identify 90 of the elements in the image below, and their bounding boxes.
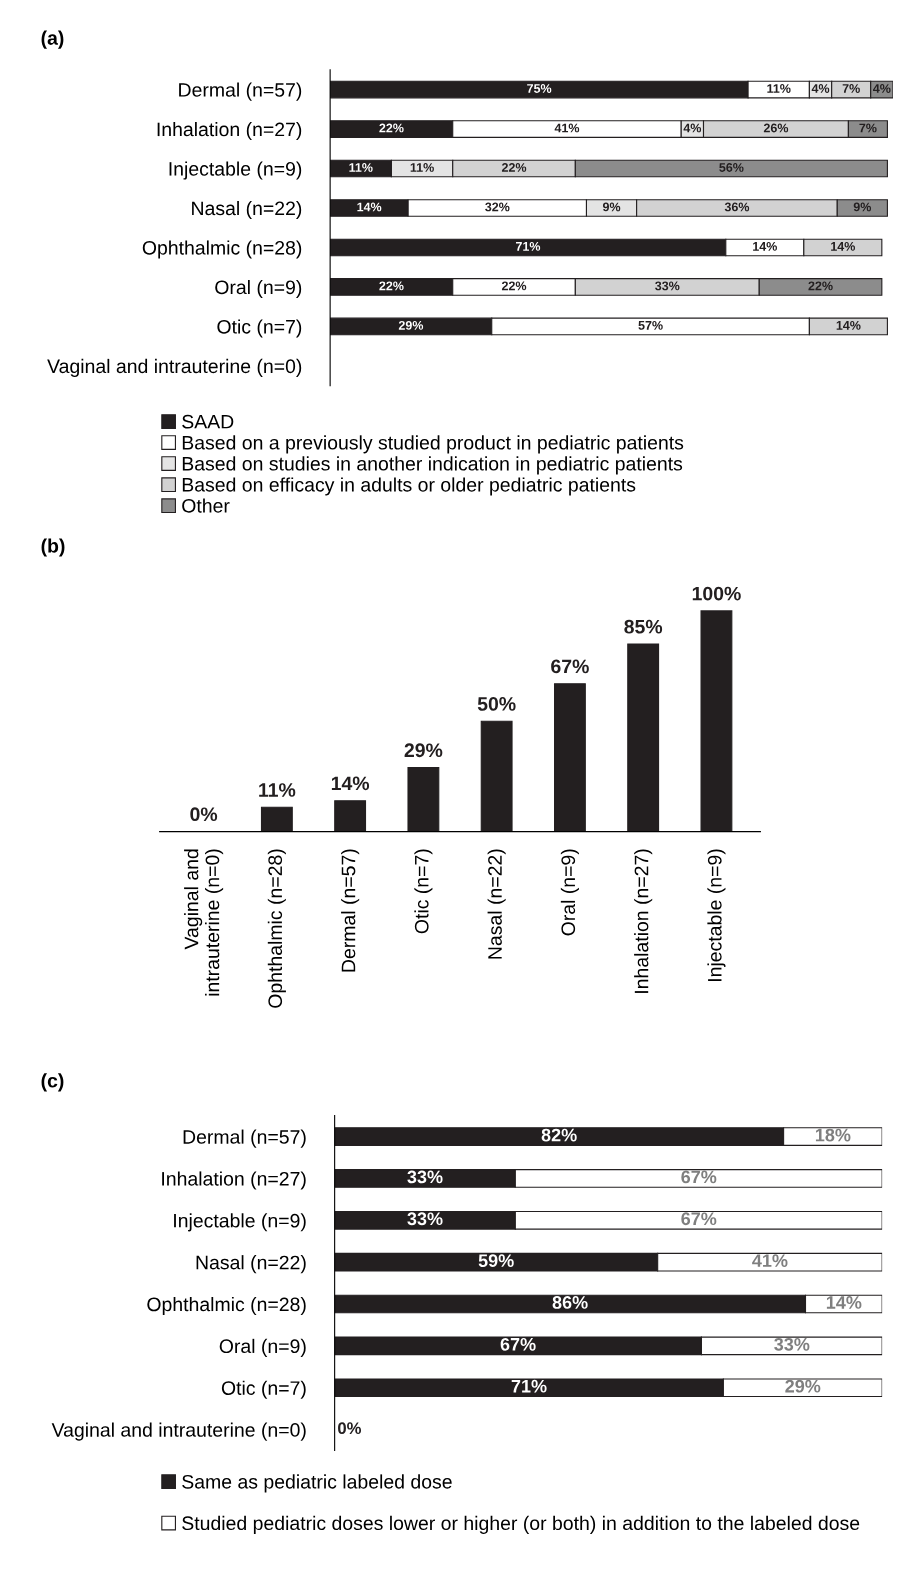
legend-label: SAAD [182,414,234,429]
y-tick-label: Dermal (n=57) [179,82,302,101]
data-label: 22% [379,123,404,133]
data-label: 29% [404,743,443,758]
data-label: 26% [763,123,789,133]
legend-label: Studied pediatric doses lower or higher (or both) in addition to the labeled dose [182,1515,860,1534]
legend-label: Based on a previously studied product in pediatric patients [182,435,684,454]
y-tick-label: Otic (n=7) [221,1380,306,1399]
chart-title: (b) [41,538,65,557]
data-label: 86% [552,1296,588,1309]
data-label: 67% [551,659,589,674]
legend-label: Based on studies in another indication in pediatric patients [182,456,683,475]
legend-label: Other [182,498,230,513]
y-tick-label: Vaginal and intrauterine (n=0) [51,1422,306,1441]
data-label: 0% [190,807,218,822]
y-tick-label: Otic (n=7) [217,319,302,338]
data-label: 14% [357,202,382,212]
data-label: 41% [752,1254,788,1267]
data-label: 82% [541,1128,577,1142]
data-label: 14% [331,776,370,791]
data-label: 14% [836,320,861,330]
data-label: 100% [692,586,741,601]
data-label: 56% [719,163,744,172]
y-tick-label: Oral (n=9) [219,1338,306,1357]
data-label: 36% [724,202,750,212]
data-label: 41% [554,123,580,133]
data-label: 9% [602,202,621,212]
x-tick-label: Oral (n=9) [560,849,579,936]
data-label: 7% [859,123,877,133]
data-label: 0% [338,1422,362,1435]
data-label: 59% [478,1254,514,1268]
bar [407,767,440,832]
data-label: 4% [872,84,891,93]
data-label: 33% [774,1337,810,1351]
data-label: 4% [683,123,702,133]
data-label: 7% [842,84,860,93]
text: (a) [41,30,64,49]
y-tick-label: Ophthalmic (n=28) [147,1296,306,1316]
data-label: 71% [511,1379,547,1393]
bar [334,800,367,832]
data-label: 11% [410,163,434,172]
x-tick-label: Otic (n=7) [414,849,433,934]
data-label: 14% [753,242,777,251]
y-tick-label: Nasal (n=22) [192,200,302,220]
data-label: 22% [379,281,404,291]
data-label: 50% [477,697,516,711]
y-tick-label: Nasal (n=22) [196,1255,306,1274]
data-label: 18% [815,1128,851,1142]
y-tick-label: Vaginal and intrauterine (n=0) [47,358,302,377]
y-tick-label: Oral (n=9) [215,279,302,299]
data-label: 22% [808,281,833,291]
data-label: 33% [407,1170,443,1184]
data-label: 4% [811,84,830,93]
legend-label: Same as pediatric labeled dose [182,1474,452,1493]
data-label: 85% [624,619,663,634]
y-tick-label: Inhalation (n=27) [162,1171,306,1190]
y-tick-label: Inhalation (n=27) [157,122,302,141]
x-tick-label: Nasal (n=22) [487,849,506,959]
y-tick-label: Dermal (n=57) [183,1129,306,1148]
data-label: 57% [638,320,663,330]
data-label: 33% [655,281,680,291]
data-label: 29% [398,320,424,330]
data-label: 9% [853,202,872,212]
text: (c) [41,1073,64,1092]
data-label: 32% [485,202,510,212]
x-tick-label: Injectable (n=9) [707,849,726,982]
data-label: 29% [785,1379,821,1393]
y-tick-label: Injectable (n=9) [169,161,302,180]
y-tick-label: Ophthalmic (n=28) [142,240,302,259]
data-label: 11% [259,783,296,797]
data-label: 14% [826,1296,862,1309]
data-label: 33% [407,1212,443,1226]
legend-label: Based on efficacy in adults or older pediatric patients [182,477,636,496]
data-label: 22% [501,281,527,291]
data-label: 67% [681,1170,717,1184]
y-tick-label: Injectable (n=9) [174,1213,306,1232]
data-label: 75% [527,84,552,93]
data-label: 67% [681,1212,717,1226]
bar [480,720,513,832]
bar [260,806,293,832]
x-tick-label: Inhalation (n=27) [634,849,653,993]
bar [553,683,586,832]
data-label: 71% [515,242,541,251]
bar [627,643,660,832]
data-label: 14% [831,242,856,251]
data-label: 67% [500,1337,536,1351]
data-label: 11% [767,84,791,93]
data-label: 22% [501,163,527,172]
data-label: 11% [349,163,373,172]
bar [700,610,733,832]
